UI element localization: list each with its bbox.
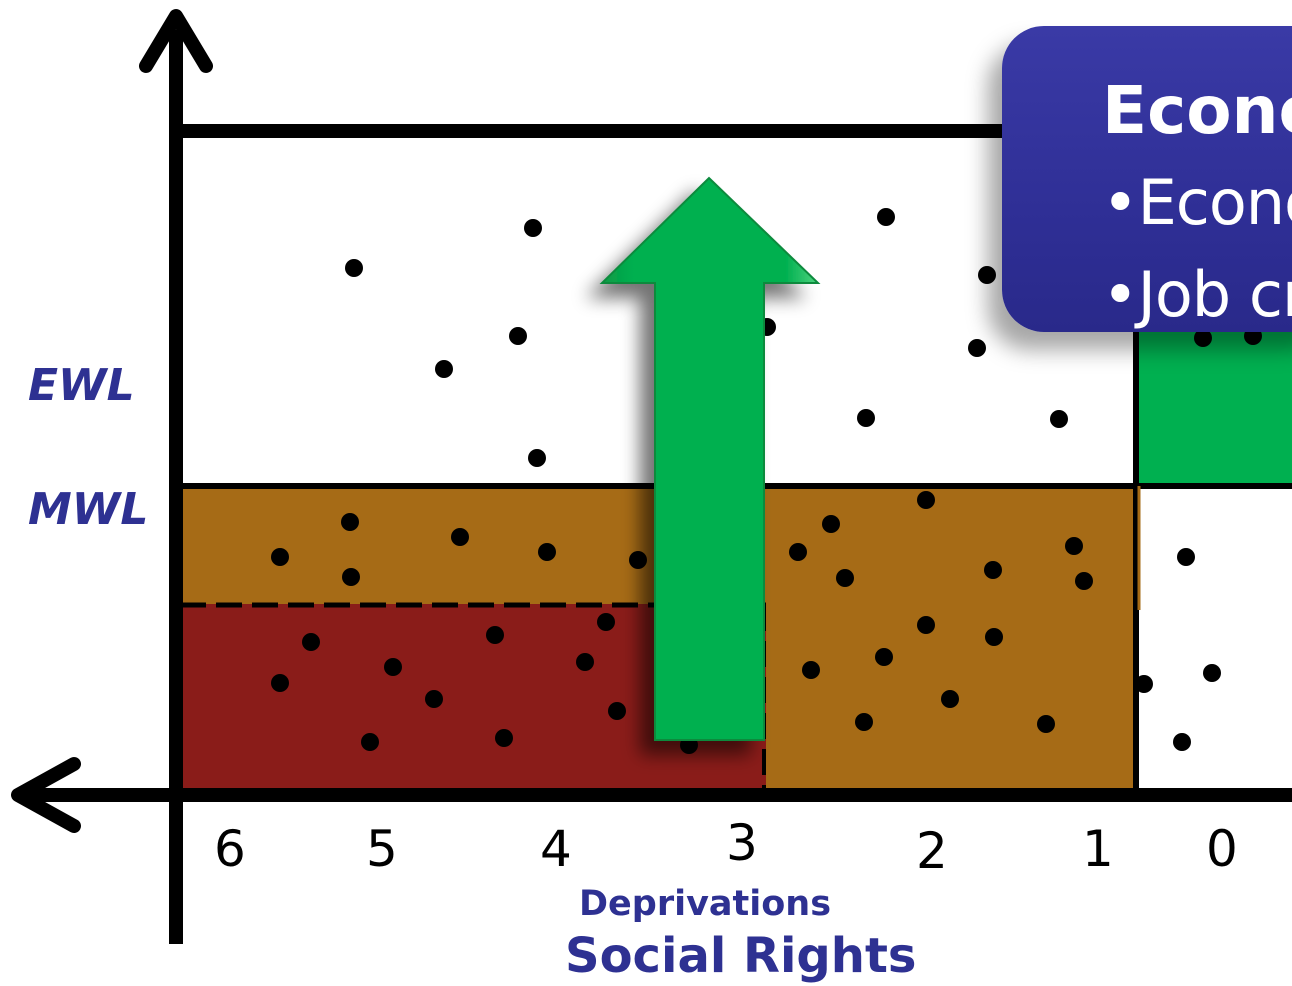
population-dot (1194, 329, 1212, 347)
population-dot (1173, 733, 1191, 751)
x-tick-5: 5 (366, 820, 398, 878)
population-dot (877, 208, 895, 226)
population-dot (528, 449, 546, 467)
x-tick-0: 0 (1206, 820, 1238, 878)
population-dot (917, 616, 935, 634)
population-dot (855, 713, 873, 731)
population-dots (271, 208, 1262, 754)
population-dot (342, 568, 360, 586)
population-dot (836, 569, 854, 587)
callout-content: Econo •Econo •Job cr (1002, 26, 1292, 332)
population-dot (1065, 537, 1083, 555)
population-dot (1075, 572, 1093, 590)
population-dot (875, 648, 893, 666)
x-axis-title: Social Rights (565, 928, 917, 984)
population-dot (978, 266, 996, 284)
x-axis-subtitle: Deprivations (579, 884, 832, 924)
callout-box: Econo •Econo •Job cr (1002, 26, 1292, 332)
upper-right-zone (1136, 320, 1292, 486)
population-dot (486, 626, 504, 644)
population-dot (425, 690, 443, 708)
population-dot (271, 674, 289, 692)
population-dot (538, 543, 556, 561)
ewl-label: EWL (28, 360, 135, 411)
population-dot (345, 259, 363, 277)
population-dot (576, 653, 594, 671)
population-dot (435, 360, 453, 378)
x-tick-6: 6 (214, 820, 246, 878)
x-tick-2: 2 (916, 822, 948, 880)
population-dot (941, 690, 959, 708)
population-dot (822, 515, 840, 533)
population-dot (608, 702, 626, 720)
callout-title: Econo (1102, 72, 1292, 149)
population-dot (341, 513, 359, 531)
population-dot (1037, 715, 1055, 733)
callout-item-1: •Econo (1102, 166, 1292, 239)
population-dot (361, 733, 379, 751)
population-dot (985, 628, 1003, 646)
population-dot (629, 551, 647, 569)
x-tick-3: 3 (726, 814, 758, 872)
up-arrow-icon (599, 176, 821, 741)
population-dot (509, 327, 527, 345)
population-dot (984, 561, 1002, 579)
x-tick-4: 4 (540, 820, 572, 878)
population-dot (271, 548, 289, 566)
population-dot (597, 613, 615, 631)
y-axis-arrowhead (139, 9, 213, 73)
population-dot (524, 219, 542, 237)
population-dot (857, 409, 875, 427)
population-dot (1203, 664, 1221, 682)
population-dot (1050, 410, 1068, 428)
population-dot (302, 633, 320, 651)
callout-item-2: •Job cr (1102, 258, 1292, 331)
x-axis-arrowhead (11, 757, 81, 833)
population-dot (384, 658, 402, 676)
population-dot (802, 661, 820, 679)
population-dot (789, 543, 807, 561)
x-tick-1: 1 (1082, 820, 1114, 878)
population-dot (1177, 548, 1195, 566)
population-dot (968, 339, 986, 357)
population-dot (451, 528, 469, 546)
population-dot (917, 491, 935, 509)
population-dot (1135, 675, 1153, 693)
population-dot (495, 729, 513, 747)
mwl-label: MWL (28, 484, 149, 535)
